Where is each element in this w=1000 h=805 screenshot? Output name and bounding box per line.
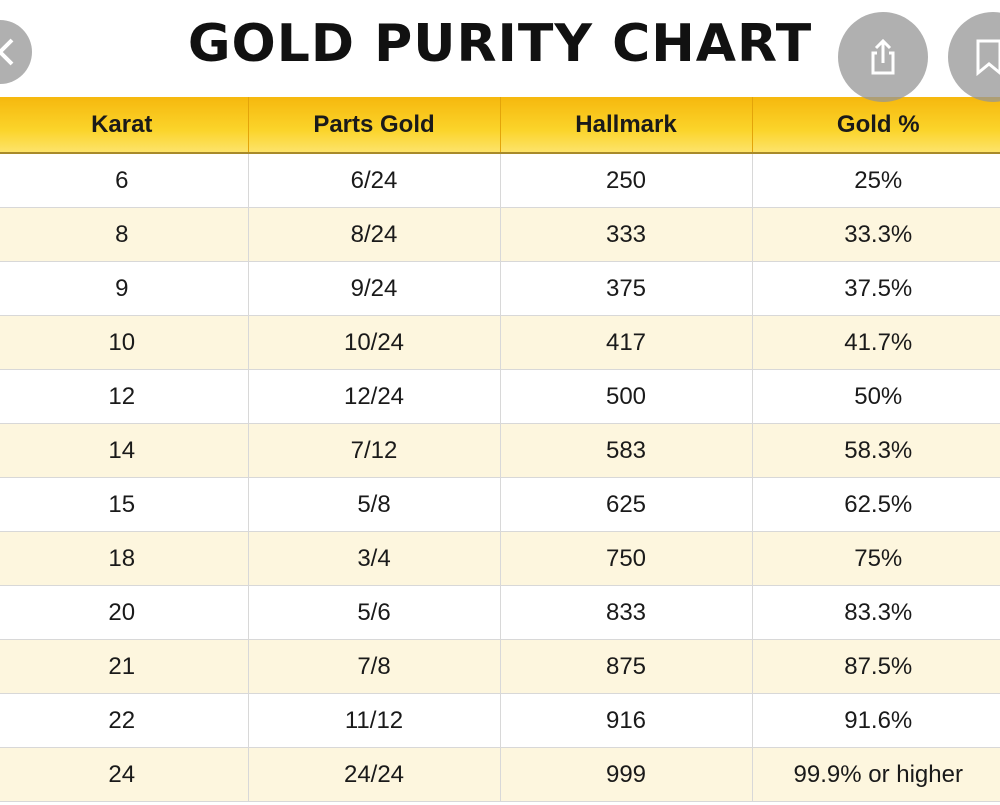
cell-gold-percent: 50%: [751, 369, 1000, 424]
column-header-karat: Karat: [0, 97, 248, 154]
table-row: 10 10/24 417 41.7%: [0, 315, 1000, 370]
cell-gold-percent: 91.6%: [751, 693, 1000, 748]
cell-parts-gold: 5/8: [247, 477, 500, 532]
cell-parts-gold: 6/24: [247, 153, 500, 208]
cell-parts-gold: 9/24: [247, 261, 500, 316]
cell-karat: 8: [0, 207, 248, 262]
table-row: 15 5/8 625 62.5%: [0, 477, 1000, 532]
table-row: 22 11/12 916 91.6%: [0, 693, 1000, 748]
cell-karat: 6: [0, 153, 248, 208]
table-row: 6 6/24 250 25%: [0, 153, 1000, 208]
cell-karat: 15: [0, 477, 248, 532]
cell-hallmark: 999: [499, 747, 752, 802]
table-row: 9 9/24 375 37.5%: [0, 261, 1000, 316]
cell-parts-gold: 7/12: [247, 423, 500, 478]
page-title: GOLD PURITY CHART: [187, 14, 813, 74]
cell-hallmark: 417: [499, 315, 752, 370]
cell-parts-gold: 7/8: [247, 639, 500, 694]
table-header-row: Karat Parts Gold Hallmark Gold %: [0, 97, 1000, 154]
cell-gold-percent: 75%: [751, 531, 1000, 586]
cell-karat: 10: [0, 315, 248, 370]
cell-karat: 20: [0, 585, 248, 640]
cell-karat: 12: [0, 369, 248, 424]
cell-hallmark: 250: [499, 153, 752, 208]
cell-hallmark: 333: [499, 207, 752, 262]
cell-parts-gold: 8/24: [247, 207, 500, 262]
cell-gold-percent: 37.5%: [751, 261, 1000, 316]
cell-gold-percent: 62.5%: [751, 477, 1000, 532]
cell-hallmark: 916: [499, 693, 752, 748]
cell-karat: 18: [0, 531, 248, 586]
cell-parts-gold: 10/24: [247, 315, 500, 370]
cell-gold-percent: 25%: [751, 153, 1000, 208]
cell-hallmark: 625: [499, 477, 752, 532]
cell-parts-gold: 5/6: [247, 585, 500, 640]
cell-gold-percent: 58.3%: [751, 423, 1000, 478]
cell-parts-gold: 3/4: [247, 531, 500, 586]
cell-hallmark: 750: [499, 531, 752, 586]
cell-karat: 22: [0, 693, 248, 748]
cell-hallmark: 833: [499, 585, 752, 640]
cell-gold-percent: 87.5%: [751, 639, 1000, 694]
cell-gold-percent: 83.3%: [751, 585, 1000, 640]
back-button[interactable]: [0, 20, 32, 84]
column-header-parts-gold: Parts Gold: [247, 97, 500, 154]
column-header-hallmark: Hallmark: [499, 97, 752, 154]
cell-gold-percent: 33.3%: [751, 207, 1000, 262]
table-row: 14 7/12 583 58.3%: [0, 423, 1000, 478]
cell-hallmark: 583: [499, 423, 752, 478]
share-button[interactable]: [838, 12, 928, 102]
column-header-gold-percent: Gold %: [751, 97, 1000, 154]
table-row: 21 7/8 875 87.5%: [0, 639, 1000, 694]
cell-karat: 14: [0, 423, 248, 478]
table-row: 12 12/24 500 50%: [0, 369, 1000, 424]
cell-gold-percent: 99.9% or higher: [751, 747, 1000, 802]
gold-purity-table: Karat Parts Gold Hallmark Gold % 6 6/24 25…: [0, 97, 1000, 802]
cell-parts-gold: 11/12: [247, 693, 500, 748]
cell-karat: 24: [0, 747, 248, 802]
back-icon: [0, 38, 14, 66]
table-row: 20 5/6 833 83.3%: [0, 585, 1000, 640]
cell-parts-gold: 12/24: [247, 369, 500, 424]
cell-karat: 9: [0, 261, 248, 316]
share-icon: [871, 38, 895, 75]
table-row: 8 8/24 333 33.3%: [0, 207, 1000, 262]
table-row: 18 3/4 750 75%: [0, 531, 1000, 586]
table-row: 24 24/24 999 99.9% or higher: [0, 747, 1000, 802]
cell-hallmark: 500: [499, 369, 752, 424]
cell-parts-gold: 24/24: [247, 747, 500, 802]
cell-karat: 21: [0, 639, 248, 694]
cell-hallmark: 375: [499, 261, 752, 316]
bookmark-icon: [976, 39, 1000, 77]
cell-hallmark: 875: [499, 639, 752, 694]
cell-gold-percent: 41.7%: [751, 315, 1000, 370]
